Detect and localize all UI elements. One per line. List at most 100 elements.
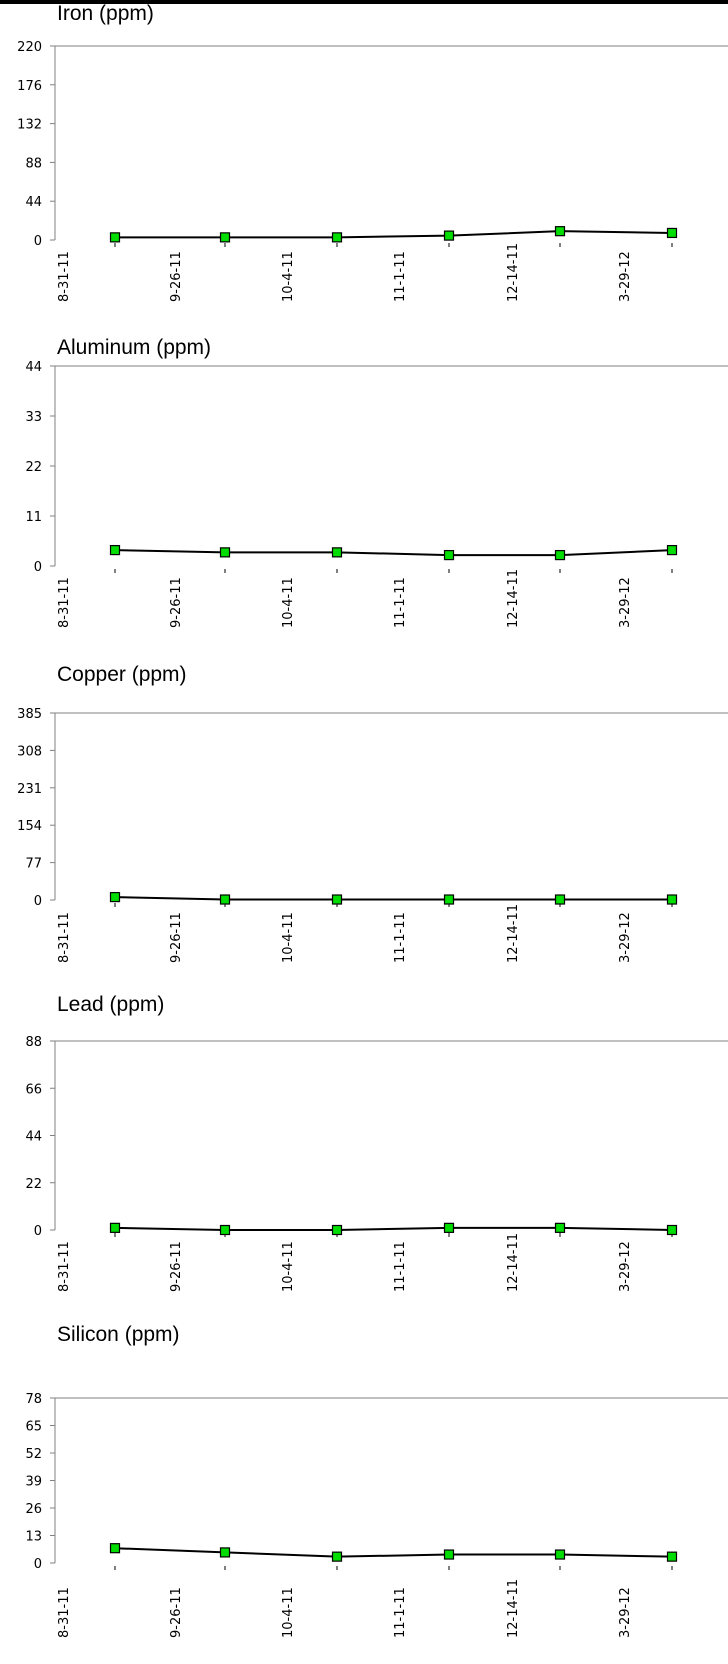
chart-title: Aluminum (ppm): [57, 336, 212, 359]
data-point: [109, 891, 121, 903]
x-tick-label: 3-29-12: [618, 577, 633, 628]
y-tick-label: 13: [25, 1530, 42, 1545]
x-tick-label: 3-29-12: [618, 1587, 633, 1638]
data-point: [109, 1222, 121, 1233]
y-tick-label: 65: [25, 1420, 42, 1435]
x-tick-label: 3-29-12: [618, 1241, 633, 1292]
chart-silicon: Silicon (ppm) 0 13 26 39 52 65 78 8-31-11 9-26-1…: [0, 1323, 728, 1663]
y-tick-label: 308: [17, 744, 42, 759]
data-point: [554, 894, 566, 905]
y-tick-label: 0: [34, 1224, 42, 1239]
data-point: [331, 1551, 343, 1562]
y-tick-label: 44: [25, 360, 42, 375]
y-tick-label: 11: [25, 510, 42, 525]
y-tick-label: 33: [25, 410, 42, 425]
chart-title: Silicon (ppm): [57, 1323, 180, 1346]
x-tick-label: 11-1-11: [393, 251, 408, 302]
y-tick-label: 0: [34, 1557, 42, 1572]
y-tick-label: 0: [34, 234, 42, 249]
x-tick-label: 9-26-11: [169, 1587, 184, 1638]
chart-lead: Lead (ppm) 0 22 44 66 88 8-31-11 9-26-11 10-4-1…: [0, 993, 728, 1293]
data-point: [554, 1549, 566, 1560]
y-tick-label: 154: [17, 819, 42, 834]
chart-plot: 0 22 44 66 88 8-31-11 9-26-11 10-4-11 11-1-11 12-…: [25, 1035, 728, 1292]
y-tick-label: 220: [17, 40, 42, 55]
y-tick-label: 22: [25, 460, 42, 475]
y-tick-label: 44: [25, 1130, 42, 1145]
x-tick-label: 10-4-11: [281, 912, 296, 963]
data-point: [443, 1549, 455, 1560]
data-point: [443, 1222, 455, 1233]
x-tick-label: 11-1-11: [393, 1241, 408, 1292]
chart-plot: 0 77 154 231 308 385 8-31-11 9-26-11 10-4-11 11-1…: [17, 707, 728, 963]
x-tick-label: 8-31-11: [57, 251, 72, 302]
data-point: [219, 1224, 231, 1236]
data-point: [666, 1551, 678, 1562]
y-tick-label: 88: [25, 1035, 42, 1050]
data-point: [554, 1222, 566, 1233]
chart-copper: Copper (ppm) 0 77 154 231 308 385 8-31-11 9-26-…: [0, 663, 728, 963]
x-tick-label: 10-4-11: [281, 577, 296, 628]
x-tick-label: 10-4-11: [281, 1241, 296, 1292]
x-tick-label: 3-29-12: [618, 251, 633, 302]
data-point: [109, 232, 121, 243]
y-tick-label: 26: [25, 1502, 42, 1517]
chart-title: Iron (ppm): [57, 2, 154, 25]
chart-title: Lead (ppm): [57, 993, 165, 1016]
data-point: [443, 549, 455, 561]
chart-aluminum: Aluminum (ppm) 0 11 22 33 44 8-31-11 9-26-11 10…: [0, 336, 728, 636]
y-tick-label: 66: [25, 1082, 42, 1097]
x-tick-label: 12-14-11: [506, 1233, 521, 1292]
data-point: [554, 549, 566, 561]
data-point: [219, 547, 231, 558]
x-tick-label: 12-14-11: [506, 569, 521, 628]
chart-plot: 0 11 22 33 44 8-31-11 9-26-11 10-4-11 11-1-11 12-…: [25, 360, 728, 628]
data-point: [331, 547, 343, 558]
series-line: [114, 549, 673, 557]
chart-iron: Iron (ppm) 0 44 88 132 176 220 8-31-11 9-26-11 1…: [0, 0, 728, 302]
y-tick-label: 0: [34, 560, 42, 575]
top-rule: [0, 0, 728, 4]
data-point: [554, 226, 566, 237]
data-point: [666, 544, 678, 556]
x-tick-label: 12-14-11: [506, 1579, 521, 1638]
chart-title: Copper (ppm): [57, 663, 187, 686]
series-line: [114, 1547, 673, 1558]
data-point: [331, 894, 343, 905]
x-tick-label: 8-31-11: [57, 1241, 72, 1292]
data-point: [443, 230, 455, 241]
x-tick-label: 8-31-11: [57, 577, 72, 628]
y-tick-label: 132: [17, 118, 42, 133]
data-point: [666, 894, 678, 905]
data-point: [666, 227, 678, 239]
data-point: [109, 544, 121, 556]
chart-plot: 0 13 26 39 52 65 78 8-31-11 9-26-11 10-4-11 11-1-1…: [25, 1392, 728, 1638]
x-tick-label: 9-26-11: [169, 912, 184, 963]
y-tick-label: 231: [17, 782, 42, 797]
y-tick-label: 22: [25, 1177, 42, 1192]
y-tick-label: 77: [25, 857, 42, 872]
y-tick-label: 0: [34, 894, 42, 909]
y-tick-label: 52: [25, 1447, 42, 1462]
y-tick-label: 39: [25, 1475, 42, 1490]
chart-plot: 0 44 88 132 176 220 8-31-11 9-26-11 10-4-11 11-1-…: [17, 40, 728, 302]
y-tick-label: 88: [25, 156, 42, 171]
x-tick-label: 11-1-11: [393, 1587, 408, 1638]
x-tick-label: 12-14-11: [506, 243, 521, 302]
y-tick-label: 176: [17, 79, 42, 94]
data-point: [219, 1547, 231, 1558]
data-point: [443, 894, 455, 905]
data-point: [666, 1224, 678, 1236]
x-tick-label: 11-1-11: [393, 577, 408, 628]
x-tick-label: 10-4-11: [281, 1587, 296, 1638]
series-line: [115, 230, 673, 239]
series-line: [114, 1226, 673, 1231]
data-point: [219, 894, 231, 905]
data-point: [331, 232, 343, 243]
data-point: [331, 1224, 343, 1236]
x-tick-label: 8-31-11: [57, 912, 72, 963]
x-tick-label: 9-26-11: [169, 577, 184, 628]
x-tick-label: 10-4-11: [281, 251, 296, 302]
x-tick-label: 3-29-12: [618, 912, 633, 963]
x-tick-label: 8-31-11: [57, 1587, 72, 1638]
